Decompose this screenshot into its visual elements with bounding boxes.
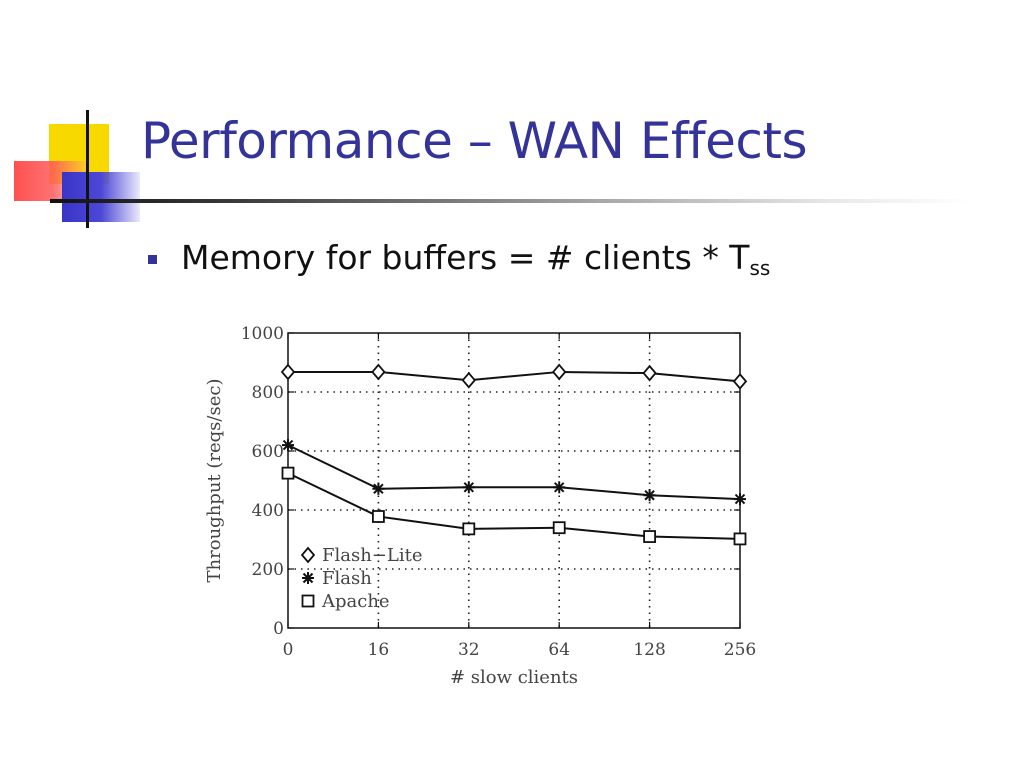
x-tick-label: 16 bbox=[368, 640, 390, 660]
star-stroke bbox=[302, 572, 314, 584]
bullet-text: Memory for buffers = # clients * Tss bbox=[181, 238, 770, 280]
star-stroke bbox=[373, 483, 384, 494]
data-point bbox=[280, 363, 296, 381]
legend-marker bbox=[300, 546, 316, 564]
slide-title: Performance – WAN Effects bbox=[141, 112, 808, 170]
x-tick-label: 256 bbox=[724, 640, 756, 660]
x-tick-label: 32 bbox=[458, 640, 480, 660]
data-point bbox=[371, 363, 386, 381]
data-point bbox=[642, 364, 657, 382]
data-point bbox=[734, 493, 746, 506]
star-stroke bbox=[282, 439, 294, 451]
x-tick-label: 128 bbox=[633, 640, 665, 660]
data-point bbox=[282, 439, 294, 452]
data-point bbox=[371, 510, 385, 523]
chart-series bbox=[280, 363, 748, 546]
series-diamond bbox=[280, 363, 748, 390]
decor-blue-square bbox=[62, 172, 140, 222]
data-point bbox=[462, 522, 476, 536]
y-tick-label: 1000 bbox=[241, 324, 284, 344]
data-point bbox=[643, 489, 656, 502]
series-square bbox=[281, 466, 747, 546]
chart-axes bbox=[287, 332, 741, 629]
x-axis-label: # slow clients bbox=[450, 667, 578, 688]
bullet-subscript: ss bbox=[749, 256, 771, 280]
y-tick-label: 400 bbox=[252, 501, 284, 521]
plot-frame bbox=[287, 332, 741, 629]
data-point bbox=[732, 372, 748, 390]
y-tick-label: 800 bbox=[252, 383, 284, 403]
legend-label: Apache bbox=[321, 591, 390, 612]
data-point bbox=[462, 481, 475, 494]
series-line bbox=[287, 444, 741, 501]
series-line bbox=[288, 370, 741, 383]
star-stroke bbox=[734, 493, 746, 505]
data-point bbox=[372, 482, 385, 495]
bullet-marker bbox=[148, 255, 157, 264]
bullet-main-text: Memory for buffers = # clients * T bbox=[181, 238, 750, 277]
throughput-chart: 0 200 400 600 800 1000 0 16 32 64 128 256 Flash−Lit… bbox=[204, 324, 756, 688]
data-point bbox=[552, 363, 567, 381]
data-point bbox=[733, 532, 747, 546]
x-tick-label: 0 bbox=[283, 640, 294, 660]
legend-marker bbox=[302, 572, 314, 584]
data-point bbox=[643, 530, 657, 543]
legend-label: Flash bbox=[322, 568, 372, 589]
data-point bbox=[281, 466, 295, 480]
y-tick-label: 200 bbox=[252, 560, 284, 580]
data-point bbox=[461, 371, 476, 389]
star-stroke bbox=[553, 482, 565, 493]
y-axis-label: Throughput (reqs/sec) bbox=[204, 379, 225, 583]
chart-ticks: 0 200 400 600 800 1000 0 16 32 64 128 256 bbox=[241, 324, 756, 660]
y-tick-label: 600 bbox=[252, 442, 284, 462]
decor-vertical-line bbox=[86, 110, 89, 228]
data-point bbox=[552, 521, 566, 535]
series-star bbox=[282, 439, 746, 506]
data-point bbox=[553, 481, 566, 494]
star-stroke bbox=[463, 482, 475, 493]
title-underline bbox=[50, 199, 970, 203]
series-line bbox=[287, 472, 741, 540]
star-stroke bbox=[644, 490, 655, 501]
legend-label: Flash−Lite bbox=[322, 545, 423, 566]
x-tick-label: 64 bbox=[548, 640, 570, 660]
legend-marker bbox=[301, 594, 315, 608]
y-tick-label: 0 bbox=[273, 619, 284, 639]
